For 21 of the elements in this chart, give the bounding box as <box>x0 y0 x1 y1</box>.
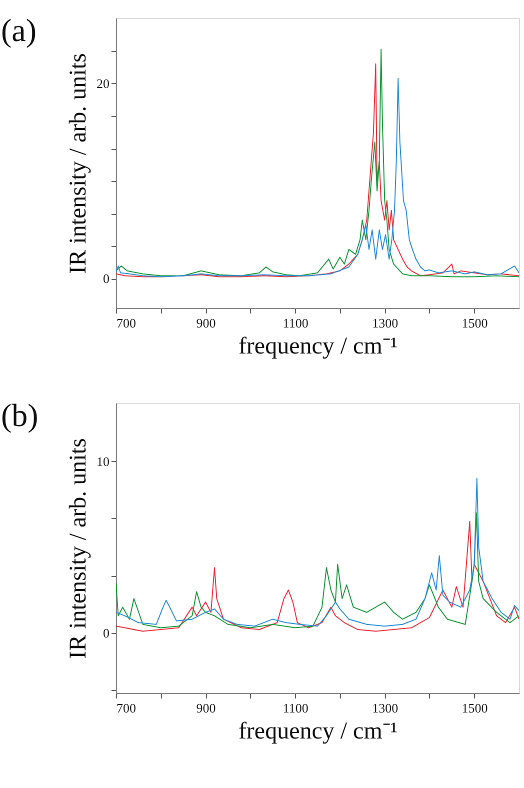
x-tick-label: 1100 <box>282 700 308 716</box>
chart-title: (a) <box>1 12 37 48</box>
x-tick-label: 700 <box>116 316 136 330</box>
y-tick-label: 0 <box>103 271 110 286</box>
x-axis-title: frequency / cm⁻¹ <box>238 718 398 744</box>
x-tick-label: 700 <box>116 700 136 716</box>
y-axis-title: IR intensity / arb. units <box>66 53 92 274</box>
x-tick-label: 1500 <box>462 700 488 716</box>
y-axis-title: IR intensity / arb. units <box>66 438 92 659</box>
x-tick-label: 1300 <box>372 316 398 330</box>
y-tick-label: 20 <box>96 76 110 91</box>
x-tick-label: 900 <box>196 700 216 716</box>
y-tick-label: 10 <box>96 454 110 469</box>
x-axis-title: frequency / cm⁻¹ <box>238 334 398 360</box>
x-tick-label: 1300 <box>372 700 398 716</box>
x-tick-label: 900 <box>196 316 216 330</box>
chart-title: (b) <box>1 397 38 433</box>
line-series <box>116 478 519 627</box>
y-tick-label: 0 <box>103 625 110 640</box>
x-tick-label: 1500 <box>462 316 488 330</box>
x-tick-label: 1100 <box>282 316 308 330</box>
